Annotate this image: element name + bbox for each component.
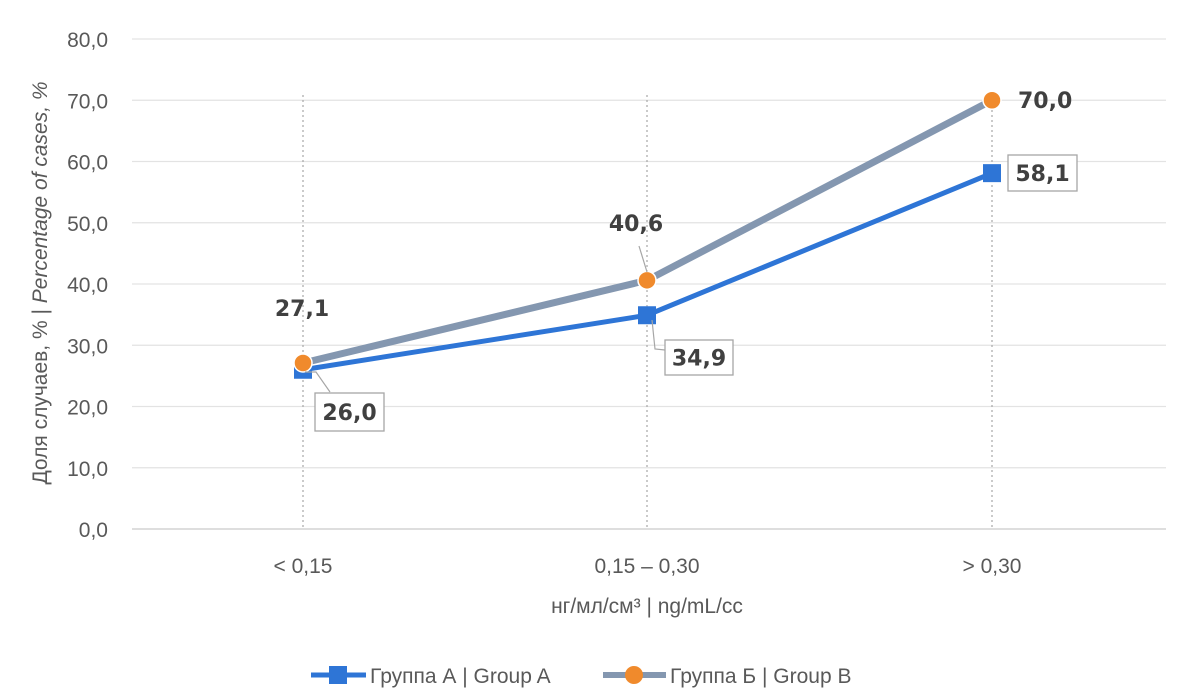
- y-tick-label: 40,0: [67, 274, 108, 297]
- data-label-group-b: 40,6: [609, 212, 663, 237]
- legend-marker-group-a: [329, 666, 347, 684]
- x-axis-ticks: < 0,15 0,15 – 0,30 > 0,30: [274, 555, 1022, 578]
- marker-group-b: [637, 270, 657, 291]
- x-tick-label: < 0,15: [274, 555, 333, 578]
- marker-group-b: [293, 353, 313, 373]
- y-axis-ticks: 0,0 10,0 20,0 30,0 40,0 50,0 60,0 70,0 80,0: [67, 29, 108, 542]
- y-tick-label: 0,0: [79, 519, 108, 542]
- leader-line-group-b: [638, 245, 648, 273]
- data-label-group-b: 70,0: [1018, 89, 1072, 114]
- data-label-group-a: 34,9: [672, 347, 726, 372]
- y-tick-label: 60,0: [67, 152, 108, 175]
- data-label-group-a: 58,1: [1015, 162, 1069, 187]
- legend-label-group-b: Группа Б | Group B: [670, 665, 852, 688]
- y-tick-label: 10,0: [67, 458, 108, 481]
- y-tick-label: 80,0: [67, 29, 108, 52]
- x-tick-label: > 0,30: [963, 555, 1022, 578]
- data-label-box-group-a: [314, 392, 385, 432]
- y-tick-label: 50,0: [67, 213, 108, 236]
- marker-group-a: [983, 164, 1001, 183]
- data-label-box-group-a: [664, 339, 734, 376]
- marker-group-a: [638, 306, 656, 325]
- y-axis-title: Доля случаев, % | Percentage of cases, %: [29, 81, 52, 484]
- data-label-group-b: 27,1: [275, 297, 329, 322]
- x-tick-label: 0,15 – 0,30: [594, 555, 699, 578]
- series-markers: [293, 90, 1002, 379]
- legend-marker-group-b: [625, 666, 643, 684]
- leader-line-group-a: [651, 319, 666, 351]
- legend-label-group-a: Группа А | Group A: [370, 665, 551, 688]
- marker-group-b: [982, 90, 1002, 110]
- y-axis-title-ru: Доля случаев, % |: [29, 303, 52, 484]
- data-label-group-a: 26,0: [322, 401, 376, 426]
- x-axis-title: нг/мл/см³ | ng/mL/cc: [551, 595, 743, 618]
- y-tick-label: 70,0: [67, 90, 108, 113]
- legend: Группа А | Group A Группа Б | Group B: [311, 665, 852, 688]
- y-tick-label: 20,0: [67, 397, 108, 420]
- y-axis-title-en: Percentage of cases, %: [29, 81, 52, 303]
- y-tick-label: 30,0: [67, 335, 108, 358]
- data-label-box-group-a: [1007, 154, 1078, 192]
- data-labels: 27,1 40,6 70,0 26,0 34,9 58,1: [275, 89, 1078, 432]
- leader-line-group-a: [305, 371, 331, 393]
